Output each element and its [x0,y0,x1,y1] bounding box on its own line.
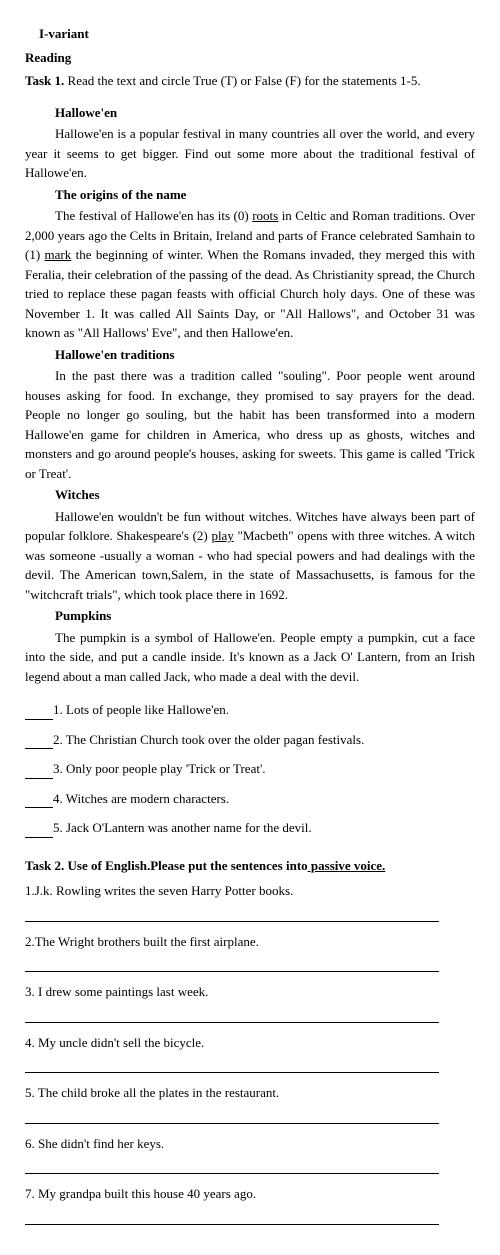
task2-label: Task 2. Use of English.Please put the se… [25,858,308,873]
blank-line[interactable] [25,837,53,838]
tf-statement-2[interactable]: 2. The Christian Church took over the ol… [25,730,475,750]
answer-line-5[interactable] [25,1109,439,1124]
section4-paragraph: The pumpkin is a symbol of Hallowe'en. P… [25,628,475,687]
tf4-text: 4. Witches are modern characters. [53,791,229,806]
section2-heading: Hallowe'en traditions [25,345,475,365]
answer-line-1[interactable] [25,907,439,922]
q7-text: 7. My grandpa built this house 40 years … [25,1184,475,1204]
tf-statement-1[interactable]: 1. Lots of people like Hallowe'en. [25,700,475,720]
s1-underline-mark: mark [45,247,72,262]
intro-paragraph: Hallowe'en is a popular festival in many… [25,124,475,183]
s1-text-a: The festival of Hallowe'en has its (0) [55,208,252,223]
q6-text: 6. She didn't find her keys. [25,1134,475,1154]
variant-label: I-variant [25,24,475,44]
tf1-text: 1. Lots of people like Hallowe'en. [53,702,229,717]
text-title: Hallowe'en [25,103,475,123]
blank-line[interactable] [25,719,53,720]
tf3-text: 3. Only poor people play 'Trick or Treat… [53,761,266,776]
q5-text: 5. The child broke all the plates in the… [25,1083,475,1103]
q3-text: 3. I drew some paintings last week. [25,982,475,1002]
task2-underline: passive voice. [308,858,386,873]
section4-heading: Pumpkins [25,606,475,626]
task1-instruction: Read the text and circle True (T) or Fal… [64,73,420,88]
s3-underline-play: play [211,528,233,543]
tf-statement-3[interactable]: 3. Only poor people play 'Trick or Treat… [25,759,475,779]
answer-line-7[interactable] [25,1210,439,1225]
q2-text: 2.The Wright brothers built the first ai… [25,932,475,952]
task1-label: Task 1. [25,73,64,88]
section1-heading: The origins of the name [25,185,475,205]
section3-heading: Witches [25,485,475,505]
answer-line-2[interactable] [25,957,439,972]
answer-line-6[interactable] [25,1159,439,1174]
blank-line[interactable] [25,778,53,779]
q1-text: 1.J.k. Rowling writes the seven Harry Po… [25,881,475,901]
section1-paragraph: The festival of Hallowe'en has its (0) r… [25,206,475,343]
s1-underline-roots: roots [252,208,278,223]
reading-label: Reading [25,48,475,68]
task2-row: Task 2. Use of English.Please put the se… [25,856,475,876]
blank-line[interactable] [25,807,53,808]
section3-paragraph: Hallowe'en wouldn't be fun without witch… [25,507,475,605]
answer-line-4[interactable] [25,1058,439,1073]
tf5-text: 5. Jack O'Lantern was another name for t… [53,820,312,835]
task1-row: Task 1. Read the text and circle True (T… [25,71,475,91]
tf-statement-5[interactable]: 5. Jack O'Lantern was another name for t… [25,818,475,838]
blank-line[interactable] [25,748,53,749]
answer-line-3[interactable] [25,1008,439,1023]
q4-text: 4. My uncle didn't sell the bicycle. [25,1033,475,1053]
tf-statement-4[interactable]: 4. Witches are modern characters. [25,789,475,809]
tf2-text: 2. The Christian Church took over the ol… [53,732,364,747]
section2-paragraph: In the past there was a tradition called… [25,366,475,483]
s1-text-c: the beginning of winter. When the Romans… [25,247,475,340]
